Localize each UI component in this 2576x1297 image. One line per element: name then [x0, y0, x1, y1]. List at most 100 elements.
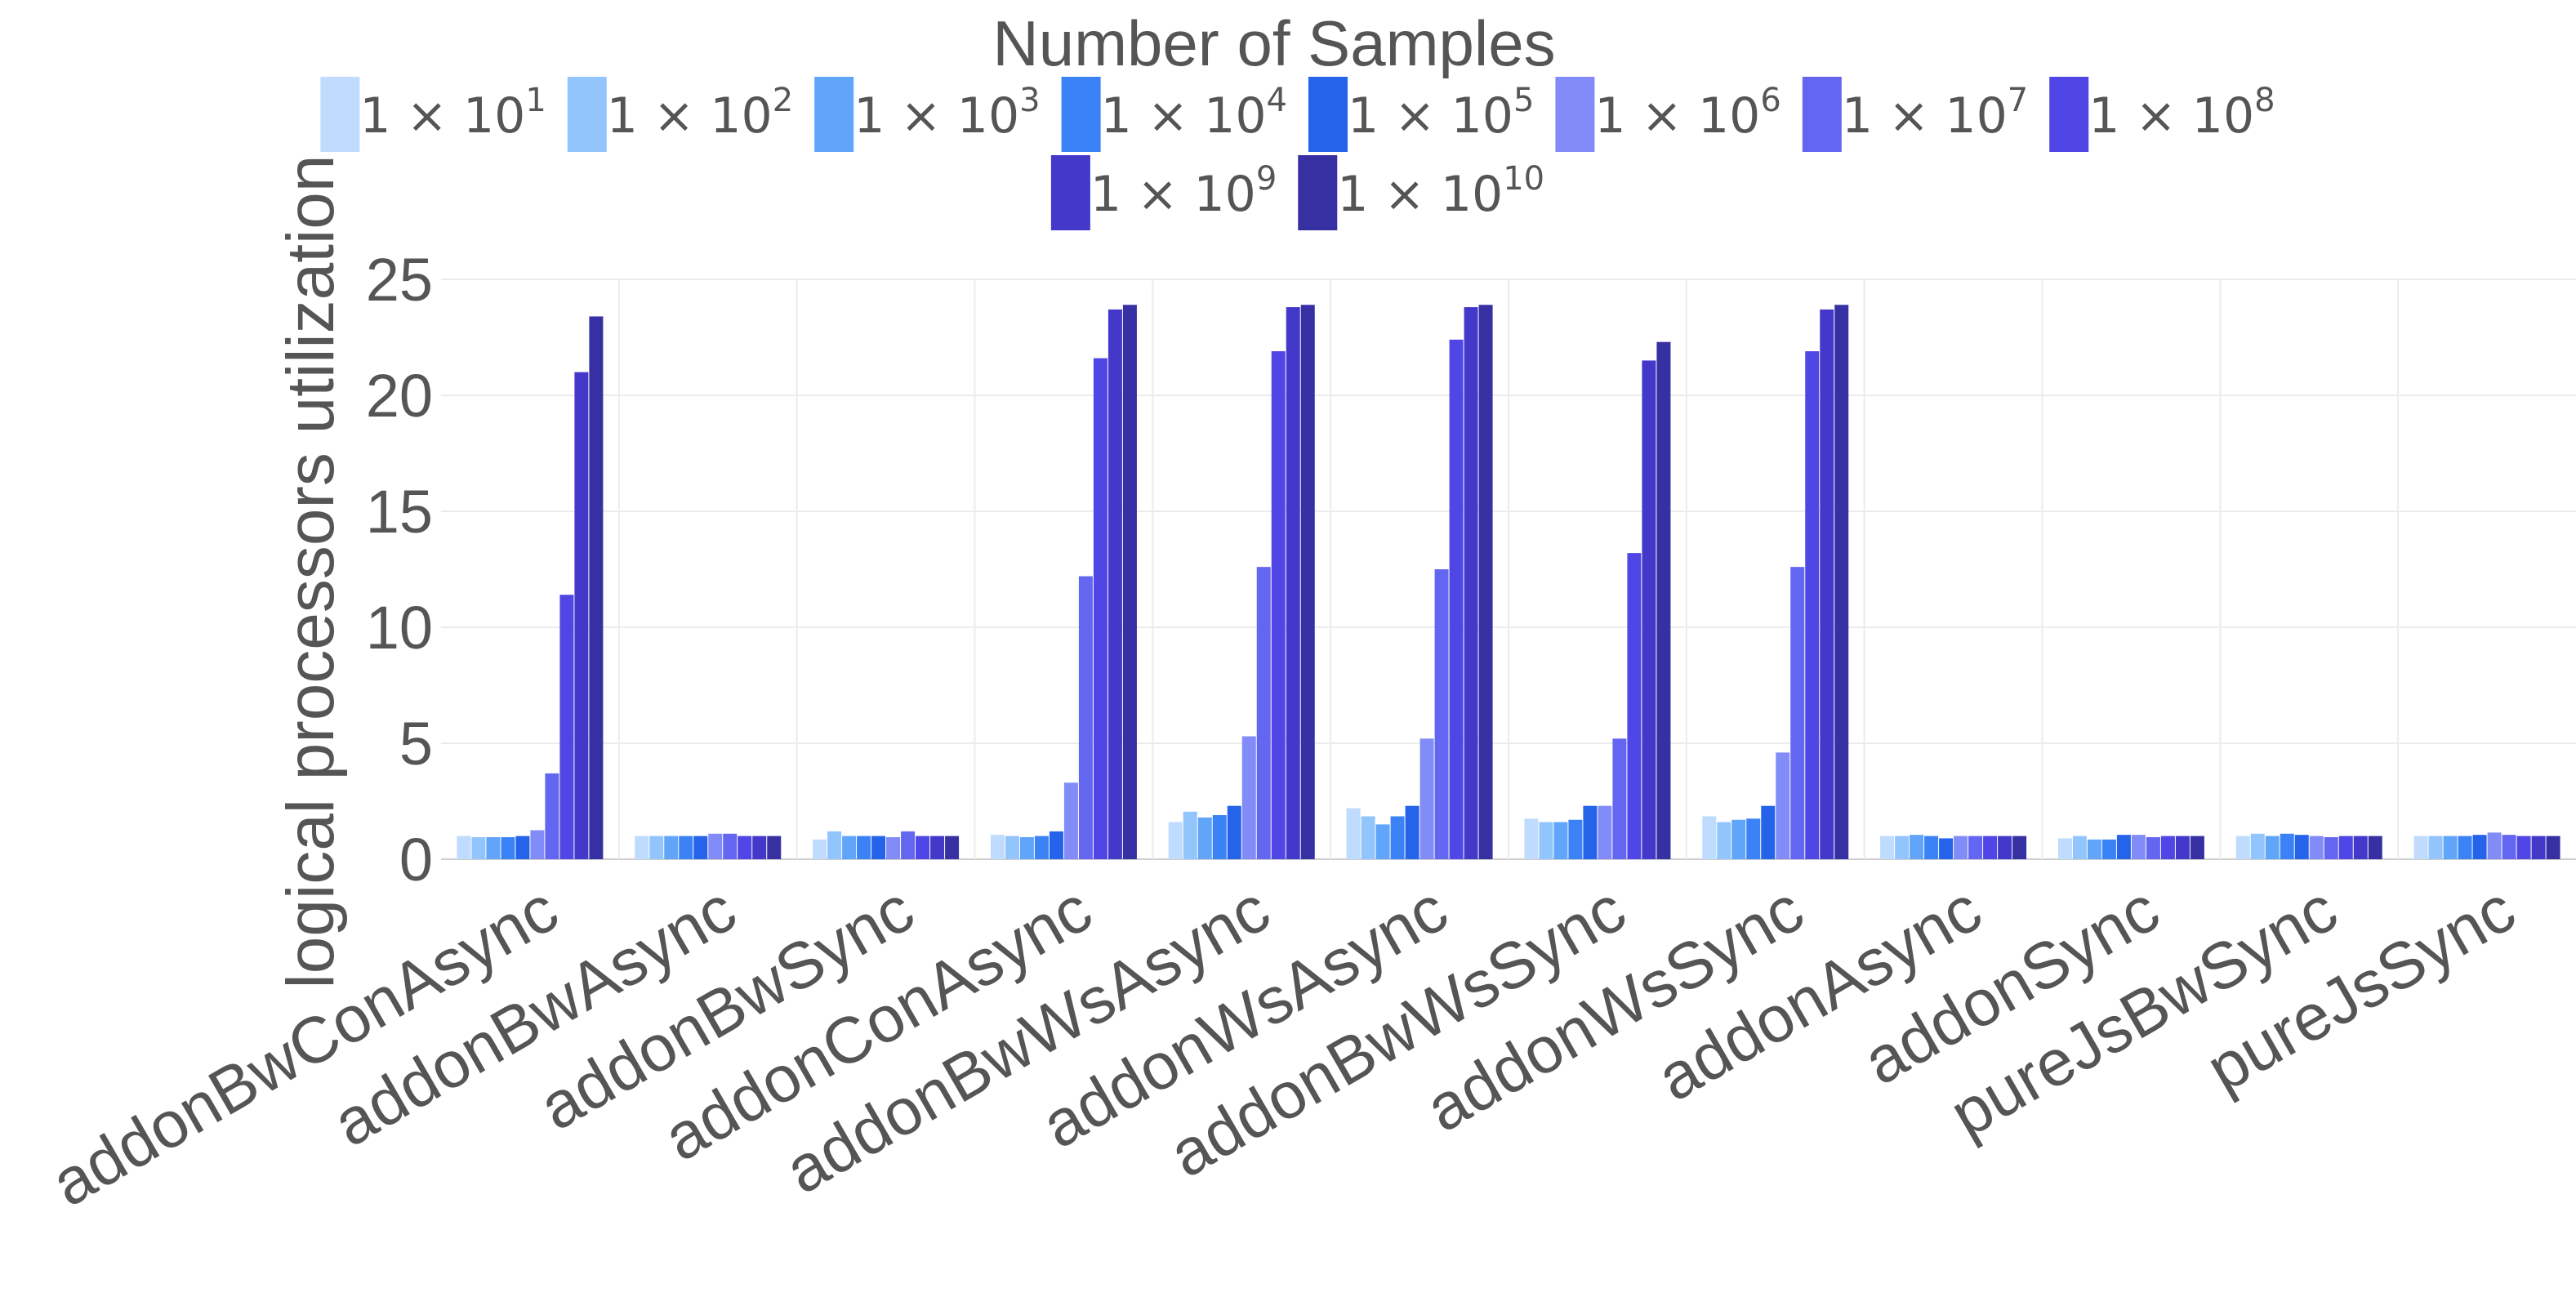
bar — [1998, 836, 2012, 859]
bar — [693, 836, 708, 859]
bar — [901, 831, 916, 859]
legend-label: 1 × 106 — [1594, 82, 1780, 145]
bar — [2338, 836, 2353, 859]
legend-swatch — [1555, 77, 1595, 152]
legend-item[interactable]: 1 × 107 — [1802, 77, 2028, 152]
bar — [1078, 576, 1093, 859]
bar — [2531, 836, 2546, 859]
bars — [457, 305, 2560, 860]
bar — [1895, 836, 1910, 859]
bar — [664, 836, 679, 859]
legend-item[interactable]: 1 × 103 — [814, 77, 1041, 152]
bar — [945, 836, 960, 859]
bar — [2072, 836, 2087, 859]
bar — [1241, 736, 1256, 859]
bar — [2280, 833, 2294, 859]
bar — [1805, 351, 1820, 859]
bar — [2235, 836, 2250, 859]
bar — [1375, 824, 1390, 859]
legend-title: Number of Samples — [992, 7, 1555, 79]
bar — [1568, 819, 1583, 859]
bar — [1983, 836, 1998, 859]
bar — [1656, 341, 1671, 859]
legend: 1 × 101 1 × 102 1 × 103 1 × 104 1 × 105 1 × 1… — [320, 77, 2275, 230]
legend-item[interactable]: 1 × 109 — [1050, 155, 1277, 230]
legend-swatch — [320, 77, 360, 152]
bar — [990, 835, 1005, 859]
bar — [1834, 305, 1849, 859]
bar — [1034, 836, 1049, 859]
bar — [1924, 836, 1939, 859]
bar — [486, 837, 501, 859]
bar — [2131, 835, 2146, 859]
bar — [1346, 808, 1361, 859]
legend-label: 1 × 105 — [1348, 82, 1534, 145]
legend-item[interactable]: 1 × 1010 — [1298, 155, 1544, 230]
bar — [589, 316, 604, 859]
bar — [1212, 815, 1227, 859]
y-axis: 0 5 10 15 20 25 — [366, 246, 433, 894]
legend-item[interactable]: 1 × 101 — [320, 77, 546, 152]
legend-item[interactable]: 1 × 104 — [1061, 77, 1287, 152]
bar — [559, 595, 574, 859]
bar — [679, 836, 693, 859]
bar — [1197, 817, 1212, 859]
bar — [457, 836, 471, 859]
bar — [1286, 307, 1300, 860]
bar — [1954, 836, 1968, 859]
bar — [2175, 836, 2190, 859]
bar — [1005, 836, 1019, 859]
bar — [723, 833, 738, 859]
bar — [2309, 836, 2324, 859]
legend-item[interactable]: 1 × 102 — [567, 77, 793, 152]
bar — [1168, 822, 1183, 859]
legend-swatch — [1050, 155, 1090, 230]
bar — [574, 372, 589, 860]
bar — [1717, 822, 1731, 859]
bar — [2294, 835, 2309, 859]
bar — [2472, 835, 2487, 859]
bar — [2265, 836, 2280, 859]
bar — [1361, 816, 1375, 859]
bar — [1968, 836, 1983, 859]
bar — [649, 836, 664, 859]
bar — [2087, 839, 2101, 859]
bar — [515, 836, 530, 859]
legend-label: 1 × 101 — [359, 82, 546, 145]
bar — [2368, 836, 2382, 859]
legend-item[interactable]: 1 × 106 — [1555, 77, 1781, 152]
legend-label: 1 × 104 — [1101, 82, 1287, 145]
bar — [1539, 822, 1553, 859]
bar — [1761, 805, 1776, 859]
bar — [2487, 832, 2502, 859]
bar — [871, 836, 886, 859]
bar — [2413, 836, 2428, 859]
y-tick-label: 0 — [399, 826, 433, 894]
bar — [2101, 839, 2116, 859]
bar — [1939, 838, 1954, 859]
bar — [738, 836, 752, 859]
bar — [1256, 567, 1271, 859]
bar — [2012, 836, 2027, 859]
bar — [1183, 811, 1197, 859]
y-axis-label: logical processors utilization — [274, 155, 348, 989]
y-tick-label: 15 — [366, 478, 433, 546]
bar — [857, 836, 871, 859]
legend-item[interactable]: 1 × 105 — [1308, 77, 1534, 152]
bar — [471, 837, 486, 859]
bar — [827, 831, 842, 859]
x-axis: addonBwConAsyncaddonBwAsyncaddonBwSyncad… — [39, 872, 2526, 1220]
bar — [1820, 309, 1834, 859]
legend-item[interactable]: 1 × 108 — [2049, 77, 2275, 152]
bar — [1300, 305, 1315, 859]
legend-swatch — [567, 77, 607, 152]
bar — [2190, 836, 2204, 859]
bar — [1419, 738, 1434, 859]
bar — [2353, 836, 2368, 859]
bar — [2160, 836, 2175, 859]
bar — [2458, 836, 2472, 859]
bar — [2516, 836, 2531, 859]
bar — [1583, 805, 1598, 859]
y-tick-label: 5 — [399, 710, 433, 778]
